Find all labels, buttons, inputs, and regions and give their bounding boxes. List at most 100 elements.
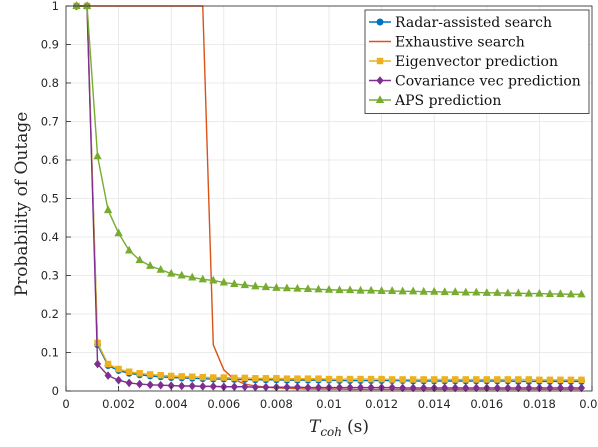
data-point — [231, 374, 238, 382]
data-point — [209, 382, 217, 391]
data-point — [514, 288, 523, 297]
data-point — [524, 288, 534, 297]
data-point — [462, 376, 470, 383]
x-tick-label: 0.004 — [155, 397, 188, 411]
data-point — [336, 375, 343, 383]
data-point — [335, 285, 344, 294]
data-point — [156, 264, 165, 273]
data-point — [493, 383, 501, 393]
legend-box — [364, 9, 590, 114]
data-point — [462, 383, 470, 393]
data-point — [115, 375, 123, 385]
data-point — [209, 275, 218, 284]
data-point — [136, 379, 144, 389]
data-point — [398, 286, 407, 295]
data-point — [104, 371, 112, 380]
y-tick-label: 0.8 — [41, 76, 59, 90]
data-point — [188, 381, 196, 391]
data-point — [167, 268, 176, 277]
data-point — [157, 371, 164, 379]
legend-item: Eigenvector prediction — [369, 54, 558, 70]
x-axis-title-unit: (s) — [347, 417, 369, 437]
data-point — [430, 286, 439, 295]
data-point — [240, 280, 249, 289]
data-point — [219, 277, 228, 286]
axis-labels: Probability of Outage Tcoh (s) — [12, 112, 369, 439]
legend-swatch-marker — [376, 57, 384, 65]
data-point — [103, 205, 113, 214]
data-point — [536, 376, 543, 384]
data-point — [525, 376, 533, 383]
data-point — [199, 373, 207, 381]
x-axis-title-subscript: coh — [320, 425, 342, 439]
data-point — [282, 283, 292, 292]
data-point — [472, 287, 481, 296]
data-point — [72, 1, 81, 10]
data-point — [420, 383, 428, 393]
data-point — [493, 288, 502, 296]
data-point — [430, 376, 438, 383]
x-tick-label: 0.016 — [470, 397, 503, 411]
data-point — [483, 376, 491, 383]
data-point — [409, 376, 417, 383]
data-point — [93, 359, 102, 369]
data-point — [136, 370, 143, 377]
data-point — [303, 284, 313, 293]
data-point — [125, 378, 133, 388]
data-point — [188, 272, 197, 281]
legend-swatch-marker — [376, 18, 384, 26]
y-tick-label: 0.5 — [41, 192, 59, 206]
data-point — [504, 383, 512, 393]
data-point — [577, 289, 586, 298]
data-point — [273, 375, 280, 382]
data-point — [419, 286, 428, 295]
data-point — [146, 261, 155, 269]
y-tick-label: 0 — [52, 384, 59, 398]
legend: Radar-assisted search Exhaustive search Ei… — [364, 9, 590, 114]
data-point — [378, 375, 385, 383]
data-point — [494, 376, 501, 383]
legend-label: Eigenvector prediction — [395, 54, 558, 70]
x-tick-label: 0.008 — [260, 397, 293, 411]
x-axis-title: Tcoh (s) — [309, 417, 369, 439]
x-tick-label: 0.002 — [102, 397, 135, 411]
data-point — [167, 372, 175, 380]
data-point — [556, 289, 565, 298]
data-point — [545, 289, 555, 298]
legend-item: Covariance vec prediction — [369, 74, 581, 90]
x-tick-label: 0.006 — [207, 397, 240, 411]
data-point — [556, 383, 565, 393]
data-point — [188, 373, 196, 381]
data-point — [367, 375, 375, 383]
data-point — [515, 376, 522, 383]
data-point — [451, 287, 460, 296]
y-tick-label: 0.4 — [41, 230, 59, 244]
data-point — [104, 360, 112, 368]
data-point — [357, 375, 364, 383]
y-tick-label: 0.6 — [41, 153, 59, 167]
legend-label: Covariance vec prediction — [395, 74, 581, 90]
data-point — [261, 282, 271, 291]
data-point — [178, 381, 186, 391]
data-point — [525, 383, 533, 393]
x-tick-label: 0.02 — [579, 397, 598, 411]
data-point — [399, 376, 406, 383]
data-point — [567, 383, 575, 393]
data-point — [283, 375, 291, 382]
data-point — [241, 374, 249, 382]
y-tick-label: 0.2 — [41, 307, 59, 321]
data-point — [124, 245, 134, 254]
data-point — [577, 383, 586, 393]
legend-item: Radar-assisted search — [369, 15, 552, 31]
data-point — [366, 285, 376, 294]
data-point — [315, 375, 322, 382]
x-axis-title-symbol: T — [309, 417, 322, 437]
data-point — [420, 376, 427, 383]
data-point — [387, 286, 397, 294]
data-point — [146, 380, 154, 390]
data-point — [220, 374, 228, 381]
data-point — [557, 376, 564, 384]
data-point — [440, 287, 449, 296]
data-point — [177, 270, 186, 279]
